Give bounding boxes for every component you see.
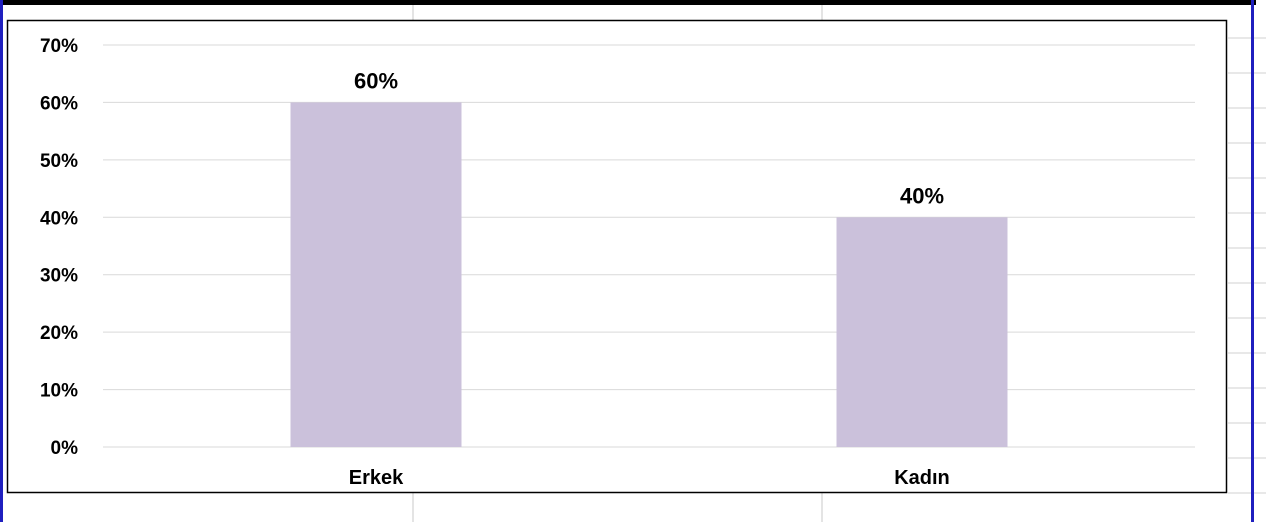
- sheet-top-border: [0, 0, 1256, 5]
- y-tick-label: 0%: [51, 438, 79, 459]
- gridlines: [103, 44, 1195, 448]
- y-axis-ticks: 0% 10% 20% 30% 40% 50% 60% 70%: [40, 36, 78, 459]
- y-tick-label: 10%: [40, 381, 78, 402]
- x-category-label: Kadın: [894, 467, 950, 489]
- y-tick-label: 50%: [40, 151, 78, 172]
- y-tick-label: 70%: [40, 36, 78, 57]
- data-labels: 60% 40%: [354, 68, 944, 208]
- selection-right-border: [1251, 0, 1254, 522]
- y-tick-label: 20%: [40, 323, 78, 344]
- selection-left-border: [0, 0, 3, 522]
- y-tick-label: 40%: [40, 208, 78, 229]
- x-category-label: Erkek: [349, 467, 404, 489]
- data-label: 40%: [900, 183, 944, 208]
- bar-erkek[interactable]: [290, 102, 462, 447]
- chart-area[interactable]: [6, 19, 1228, 494]
- data-label: 60%: [354, 68, 398, 93]
- y-tick-label: 60%: [40, 93, 78, 114]
- bar-kadın[interactable]: [836, 217, 1008, 447]
- y-tick-label: 30%: [40, 266, 78, 287]
- bars: [290, 102, 1008, 447]
- x-axis-categories: Erkek Kadın: [349, 467, 950, 489]
